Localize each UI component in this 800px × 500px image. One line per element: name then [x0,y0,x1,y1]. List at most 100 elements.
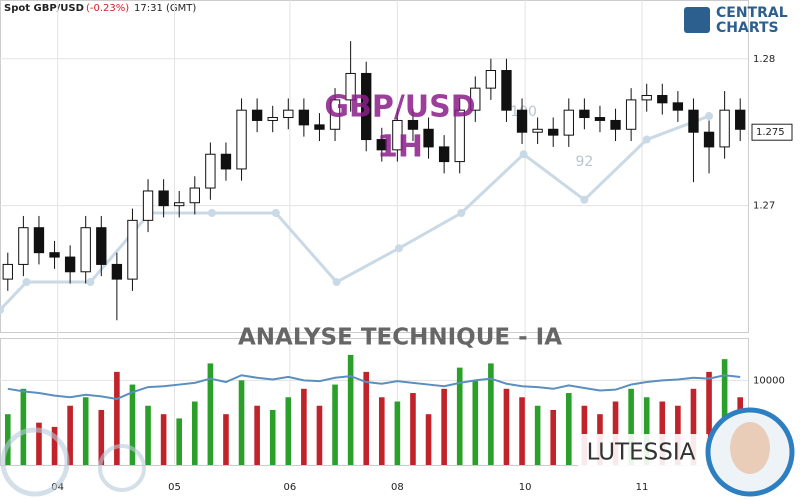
volume-bar [425,414,432,465]
volume-bar [519,397,525,465]
price-panel [0,0,749,333]
candle-body [189,187,200,204]
volume-bar [363,371,370,465]
volume-bar [285,397,292,465]
symbol: Spot GBP/USD [4,3,84,14]
decor-icon [0,427,70,497]
candle-body [548,128,559,136]
candle-body [579,109,590,119]
candle-body [672,102,684,111]
volume-bar [67,405,73,465]
volume-bar [145,405,151,465]
candle-body [392,119,403,151]
y-tick-label: 1.28 [753,54,775,65]
brand-line2: CHARTS [716,20,779,36]
ai-point [271,209,280,218]
current-price-label: 1.275 [756,127,785,138]
ai-point [0,305,4,314]
candle-body [329,99,341,130]
volume-bar [332,384,338,465]
candle-body [174,202,185,207]
volume-bar [20,388,27,465]
candle-body [516,109,528,133]
candle-body [688,109,699,133]
candle-body [532,128,543,133]
candle-body [64,256,76,273]
candle-body [267,117,278,121]
ai-point [207,209,216,218]
ai-point [332,278,341,287]
volume-bar [254,405,260,465]
x-tick-label: 06 [283,482,296,493]
ai-point [22,278,31,287]
volume-bar [456,367,463,465]
volume-bar [129,384,136,465]
watermark-timeframe: 1H [377,130,423,165]
volume-bar [643,397,650,465]
change: (-0.23%) [86,3,129,14]
candle-body [49,252,60,258]
assistant-name: LUTESSIA [587,440,696,466]
candle-body [735,109,746,130]
candle-body [625,99,637,130]
candle-body [501,70,512,111]
volume-bar [628,388,634,465]
volume-bar [488,363,494,465]
candle-body [220,153,232,170]
volume-bar [98,409,105,465]
candle-body [719,109,730,148]
candle-body [18,227,29,265]
ai-point [86,278,95,287]
volume-bar [394,401,401,465]
volume-bar [191,401,198,465]
candle-body [142,190,154,221]
volume-bar [550,409,557,465]
ai-point [705,112,714,121]
decor-icon [98,444,146,492]
assistant-face [730,422,770,474]
candle-body [283,109,294,119]
volume-bar [410,393,416,465]
candle-body [610,119,621,130]
candle-body [96,227,107,265]
volume-bar [238,380,245,465]
volume-bar [721,359,728,465]
candle-body [423,128,434,148]
candle-body [127,219,138,280]
volume-bar [114,371,120,465]
volume-bar [612,401,619,465]
volume-bar [503,388,510,465]
volume-bar [223,414,229,465]
volume-bar [207,363,214,465]
ai-point [642,135,651,144]
annotation: 92 [575,154,593,170]
x-tick-label: 11 [636,482,649,493]
caption: ANALYSE TECHNIQUE - IA [238,325,562,351]
candle-body [111,263,123,280]
y-tick-label: 10000 [753,375,785,386]
volume-bar [176,418,183,465]
volume-bar [269,409,276,465]
time: 17:31 (GMT) [134,3,196,14]
ai-point [580,195,589,204]
candle-body [485,70,497,89]
brand-logo [684,7,710,33]
candle-body [361,72,372,141]
y-tick-label: 1.27 [753,201,775,212]
candle-body [158,190,169,207]
volume-bar [160,414,167,465]
ai-point [457,209,466,218]
volume-bar [534,405,541,465]
watermark-title: GBP/USD [324,90,475,125]
volume-bar [690,388,697,465]
candle-body [407,119,419,130]
volume-bar [36,422,42,465]
volume-bar [441,388,447,465]
x-tick-label: 10 [519,482,532,493]
volume-bar [82,397,89,465]
candle-body [470,87,481,111]
candle-body [454,109,465,163]
candle-body [251,109,263,121]
